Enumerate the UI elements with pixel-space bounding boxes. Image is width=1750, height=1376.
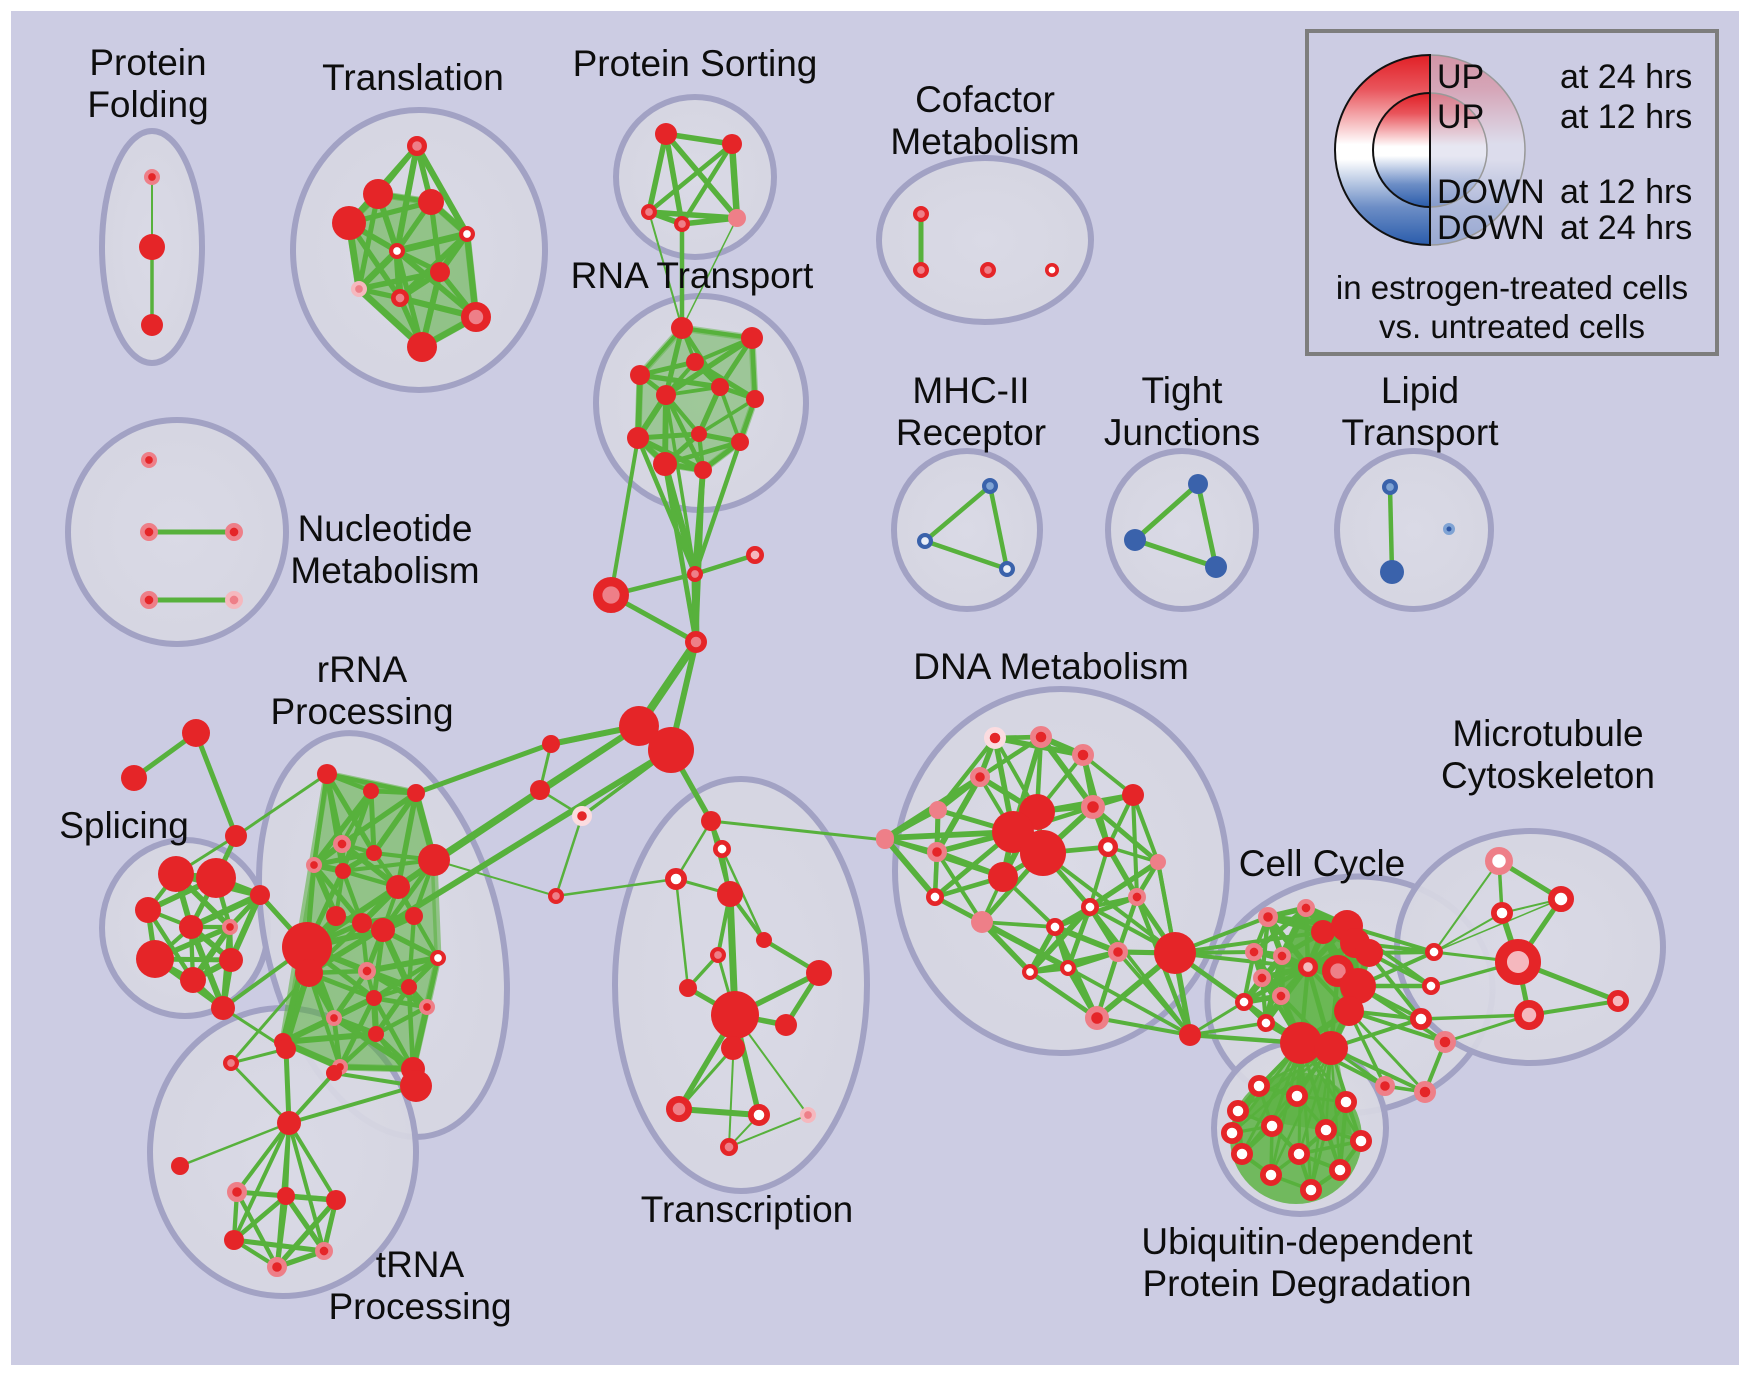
svg-text:Junctions: Junctions (1104, 412, 1260, 453)
svg-text:Ubiquitin-dependent: Ubiquitin-dependent (1141, 1221, 1473, 1262)
svg-text:Tight: Tight (1142, 370, 1224, 411)
svg-text:in estrogen-treated cells: in estrogen-treated cells (1336, 269, 1688, 306)
svg-text:Protein: Protein (89, 42, 206, 83)
svg-text:Transport: Transport (1342, 412, 1500, 453)
svg-text:Protein Degradation: Protein Degradation (1142, 1263, 1471, 1304)
svg-text:Cell Cycle: Cell Cycle (1239, 843, 1406, 884)
svg-text:Microtubule: Microtubule (1452, 713, 1643, 754)
svg-text:Nucleotide: Nucleotide (298, 508, 473, 549)
svg-text:Processing: Processing (328, 1286, 511, 1327)
svg-text:UP: UP (1437, 98, 1484, 136)
svg-text:DOWN: DOWN (1437, 209, 1545, 247)
svg-text:Cytoskeleton: Cytoskeleton (1441, 755, 1655, 796)
svg-text:vs. untreated cells: vs. untreated cells (1379, 308, 1645, 345)
svg-text:DNA Metabolism: DNA Metabolism (913, 646, 1189, 687)
svg-text:Receptor: Receptor (896, 412, 1046, 453)
svg-text:MHC-II: MHC-II (912, 370, 1029, 411)
svg-text:Cofactor: Cofactor (915, 79, 1055, 120)
svg-text:Folding: Folding (87, 84, 208, 125)
svg-text:DOWN: DOWN (1437, 173, 1545, 211)
svg-text:Processing: Processing (270, 691, 453, 732)
svg-text:Transcription: Transcription (641, 1189, 853, 1230)
svg-text:RNA Transport: RNA Transport (571, 255, 814, 296)
svg-text:rRNA: rRNA (317, 649, 408, 690)
svg-text:at 12 hrs: at 12 hrs (1560, 173, 1692, 211)
svg-text:UP: UP (1437, 58, 1484, 96)
svg-text:tRNA: tRNA (376, 1244, 465, 1285)
svg-text:Translation: Translation (322, 57, 504, 98)
svg-text:at 24 hrs: at 24 hrs (1560, 58, 1692, 96)
svg-text:Splicing: Splicing (59, 805, 189, 846)
svg-text:Lipid: Lipid (1381, 370, 1459, 411)
svg-text:at 12 hrs: at 12 hrs (1560, 98, 1692, 136)
svg-text:at 24 hrs: at 24 hrs (1560, 209, 1692, 247)
svg-text:Protein Sorting: Protein Sorting (573, 43, 818, 84)
svg-text:Metabolism: Metabolism (290, 550, 479, 591)
svg-text:Metabolism: Metabolism (890, 121, 1079, 162)
